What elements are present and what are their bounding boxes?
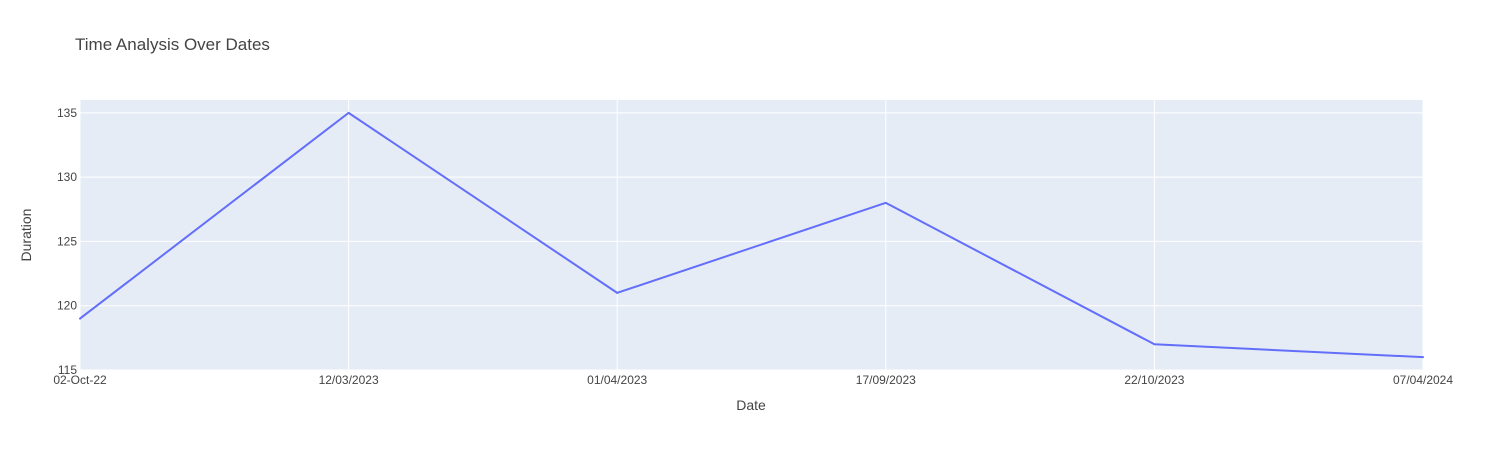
x-axis-title: Date (736, 397, 766, 413)
series-group (79, 111, 1424, 359)
data-point (1153, 343, 1156, 346)
x-tick-label: 01/04/2023 (587, 373, 647, 387)
gridlines (79, 100, 1424, 371)
x-tick-label: 07/04/2024 (1393, 373, 1453, 387)
x-tick-label: 17/09/2023 (856, 373, 916, 387)
y-tick-label: 120 (57, 299, 77, 313)
y-tick-label: 135 (57, 106, 77, 120)
series-line (79, 111, 1424, 359)
y-axis-title: Duration (18, 209, 34, 262)
data-point (616, 291, 619, 294)
data-point (1422, 356, 1424, 359)
data-point (347, 111, 350, 114)
x-tick-label: 02-Oct-22 (53, 373, 107, 387)
x-tick-label: 12/03/2023 (319, 373, 379, 387)
chart-title: Time Analysis Over Dates (75, 35, 270, 54)
y-tick-label: 130 (57, 170, 77, 184)
y-tick-label: 115 (58, 363, 77, 377)
y-axis-ticks: 115 120 125 130 135 (57, 106, 77, 377)
y-tick-label: 125 (57, 234, 77, 248)
data-point (79, 317, 81, 320)
x-tick-label: 22/10/2023 (1124, 373, 1184, 387)
x-axis-ticks: 02-Oct-22 12/03/2023 01/04/2023 17/09/2023 2… (53, 373, 1453, 387)
plot-area (80, 100, 1423, 370)
data-point (884, 201, 887, 204)
